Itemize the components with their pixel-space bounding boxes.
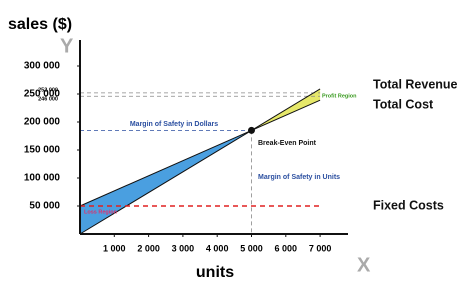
x-tick-label: 3 000 bbox=[172, 243, 195, 253]
x-axis-title: units bbox=[196, 264, 234, 281]
reference-label: 246 000 bbox=[38, 97, 58, 103]
x-axis-letter: X bbox=[357, 254, 371, 276]
x-tick-label: 4 000 bbox=[206, 243, 229, 253]
loss-region-label: Loss Region bbox=[84, 209, 118, 215]
x-tick-label: 2 000 bbox=[137, 243, 160, 253]
line bbox=[79, 99, 321, 207]
x-tick-label: 6 000 bbox=[275, 243, 298, 253]
series-label: Total Revenue bbox=[373, 77, 458, 91]
series-label: Fixed Costs bbox=[373, 198, 444, 212]
profit-region-label: Profit Region bbox=[322, 93, 357, 99]
y-axis-letter: Y bbox=[60, 35, 74, 57]
y-tick-label: 250 000 bbox=[24, 89, 61, 100]
break-even-point bbox=[248, 126, 255, 134]
margin-units-label: Margin of Safety in Units bbox=[258, 174, 340, 181]
break-even-label: Break-Even Point bbox=[258, 140, 317, 147]
x-tick-label: 7 000 bbox=[309, 243, 332, 253]
y-axis-title: sales ($) bbox=[8, 16, 72, 33]
y-tick-label: 50 000 bbox=[29, 201, 60, 212]
y-tick-label: 200 000 bbox=[24, 117, 61, 128]
y-tick-label: 100 000 bbox=[24, 173, 61, 184]
reference-label: 252 000 bbox=[38, 87, 58, 93]
y-tick-label: 150 000 bbox=[24, 145, 61, 156]
series-label: Total Cost bbox=[373, 97, 434, 111]
margin-dollars-label: Margin of Safety in Dollars bbox=[130, 121, 218, 128]
x-tick-label: 5 000 bbox=[240, 243, 263, 253]
x-tick-label: 1 000 bbox=[103, 243, 126, 253]
y-tick-label: 300 000 bbox=[24, 61, 61, 72]
